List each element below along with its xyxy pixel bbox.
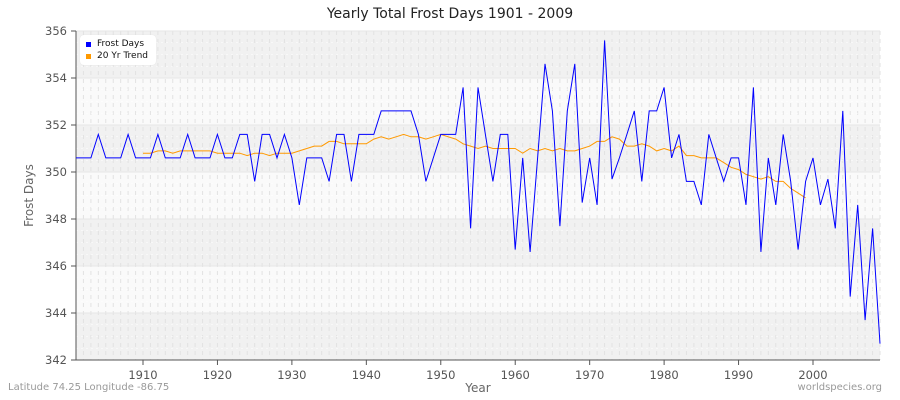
x-tick-label: 1980: [649, 368, 678, 382]
y-tick-label: 344: [45, 306, 67, 320]
x-tick-label: 1960: [501, 368, 530, 382]
series-line: [143, 133, 806, 199]
legend-item-trend: 20 Yr Trend: [86, 50, 148, 62]
orange-square-icon: [86, 53, 91, 59]
legend-label: 20 Yr Trend: [97, 51, 149, 61]
x-tick-label: 2000: [798, 368, 827, 382]
x-tick-label: 1940: [352, 368, 381, 382]
y-tick-label: 356: [45, 24, 67, 38]
x-axis-title: Year: [464, 381, 490, 395]
data-lines: [76, 40, 881, 344]
x-tick-label: 1990: [724, 368, 753, 382]
y-tick-label: 348: [45, 212, 67, 226]
legend-label: Frost Days: [97, 39, 145, 49]
source-caption: worldspecies.org: [797, 382, 882, 393]
y-tick-label: 354: [45, 71, 67, 85]
y-tick-label: 350: [45, 165, 67, 179]
y-tick-label: 352: [45, 118, 67, 132]
x-tick-label: 1930: [277, 368, 306, 382]
x-tick-label: 1920: [203, 368, 232, 382]
x-tick-label: 1950: [426, 368, 455, 382]
coordinates-caption: Latitude 74.25 Longitude -86.75: [8, 382, 170, 393]
axes: 342 344 346 348 350 352 354 356 1910 1920 1930 1940…: [22, 24, 880, 395]
y-tick-label: 342: [45, 353, 67, 367]
x-tick-label: 1910: [128, 368, 157, 382]
y-axis-title: Frost Days: [22, 164, 36, 227]
series-line: [76, 40, 881, 344]
grid-lines: [75, 30, 881, 361]
x-tick-label: 1970: [575, 368, 604, 382]
legend-item-frost-days: Frost Days: [86, 38, 148, 50]
chart-title: Yearly Total Frost Days 1901 - 2009: [326, 6, 574, 22]
blue-square-icon: [86, 41, 91, 47]
legend: Frost Days 20 Yr Trend: [80, 35, 157, 65]
y-tick-label: 346: [45, 259, 67, 273]
